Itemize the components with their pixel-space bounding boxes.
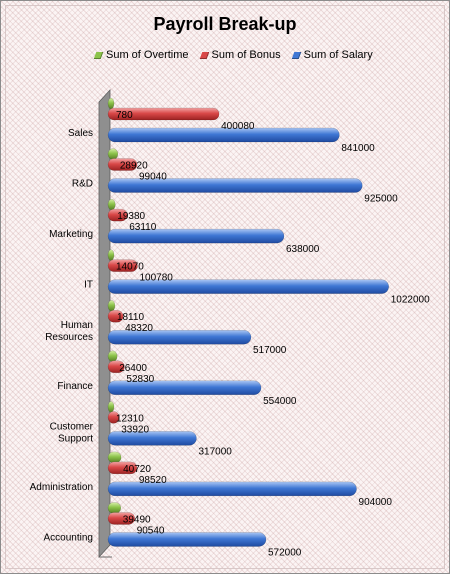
data-label-randd-overtime: 28920	[120, 161, 148, 172]
data-label-human-resources-overtime: 18110	[117, 312, 145, 323]
category-label-accounting: Accounting	[44, 532, 93, 543]
bar-it-bonus	[107, 259, 138, 272]
data-label-finance-overtime: 26400	[119, 363, 147, 374]
bar-human-resources-overtime	[107, 299, 116, 312]
chart-title: Payroll Break-up	[153, 14, 297, 34]
data-label-randd-bonus: 99040	[139, 172, 167, 183]
data-label-administration-bonus: 98520	[139, 475, 167, 486]
bar-randd-bonus	[107, 158, 138, 171]
data-label-it-salary: 1022000	[391, 295, 430, 306]
category-label-sales: Sales	[68, 128, 93, 139]
bar-randd-salary	[107, 178, 363, 193]
bar-it-salary	[107, 279, 389, 294]
data-label-accounting-bonus: 90540	[137, 525, 165, 536]
bar-marketing-salary	[107, 228, 285, 244]
data-label-marketing-overtime: 19380	[117, 211, 145, 222]
bar-sales-bonus	[107, 107, 220, 121]
data-label-customer-support-salary: 317000	[198, 446, 232, 457]
data-label-sales-overtime: 780	[116, 110, 133, 121]
data-label-sales-salary: 841000	[341, 143, 375, 154]
data-label-administration-salary: 904000	[359, 497, 393, 508]
bar-marketing-overtime	[107, 198, 116, 211]
category-label-finance: Finance	[57, 381, 93, 392]
bar-sales-salary	[107, 127, 340, 143]
data-label-human-resources-salary: 517000	[253, 345, 287, 356]
category-labels: Sales R&D Marketing IT Human Resources Finance…	[30, 128, 94, 543]
category-label-human-resources: Human Resources	[45, 320, 93, 343]
bar-administration-salary	[107, 481, 357, 497]
legend-item-salary: Sum of Salary	[291, 49, 373, 61]
data-label-marketing-bonus: 63110	[129, 222, 157, 233]
data-label-accounting-salary: 572000	[268, 547, 302, 558]
data-label-it-overtime: 14070	[116, 262, 144, 273]
bars	[107, 97, 389, 547]
data-label-finance-bonus: 52830	[126, 374, 154, 385]
bar-accounting-salary	[107, 532, 267, 547]
data-label-it-bonus: 100780	[139, 273, 173, 284]
legend-item-bonus: Sum of Bonus	[199, 49, 281, 61]
bar-customer-support-overtime	[107, 401, 115, 413]
data-label-sales-bonus: 400080	[221, 121, 255, 132]
category-label-randd: R&D	[72, 179, 93, 190]
bar-marketing-bonus	[107, 208, 128, 222]
data-label-marketing-salary: 638000	[286, 244, 320, 255]
chart-inner-border	[5, 5, 445, 569]
bar-finance-bonus	[107, 360, 125, 374]
bar-it-overtime	[107, 249, 115, 261]
bar-human-resources-salary	[107, 329, 252, 345]
data-label-finance-salary: 554000	[263, 396, 297, 407]
legend-label-overtime: Sum of Overtime	[106, 49, 189, 61]
legend-label-salary: Sum of Salary	[303, 49, 373, 61]
category-label-it: IT	[84, 280, 93, 291]
data-label-administration-overtime: 40720	[123, 464, 151, 475]
legend: Sum of Overtime Sum of Bonus Sum of Sala…	[93, 49, 385, 61]
data-label-randd-salary: 925000	[364, 194, 398, 205]
data-label-accounting-overtime: 39490	[123, 514, 151, 525]
category-label-customer-support: Customer Support	[50, 421, 94, 444]
bar-randd-overtime	[107, 148, 119, 160]
bar-customer-support-salary	[107, 431, 197, 446]
data-label-customer-support-bonus: 33920	[121, 424, 149, 435]
bar-administration-overtime	[107, 451, 122, 464]
category-label-marketing: Marketing	[49, 229, 93, 240]
bar-accounting-overtime	[107, 502, 122, 514]
bar-finance-overtime	[107, 350, 118, 363]
data-label-human-resources-bonus: 48320	[125, 323, 153, 334]
bar-customer-support-bonus	[107, 411, 120, 424]
bar-accounting-bonus	[107, 512, 135, 525]
bar-administration-bonus	[107, 461, 138, 475]
bar-sales-overtime	[107, 97, 115, 110]
bar-finance-salary	[107, 380, 262, 396]
data-label-customer-support-overtime: 12310	[116, 413, 144, 424]
axis-wall	[98, 88, 112, 559]
bar-human-resources-bonus	[107, 309, 124, 323]
legend-item-overtime: Sum of Overtime	[93, 49, 189, 61]
category-label-administration: Administration	[30, 482, 93, 493]
legend-label-bonus: Sum of Bonus	[211, 49, 281, 61]
